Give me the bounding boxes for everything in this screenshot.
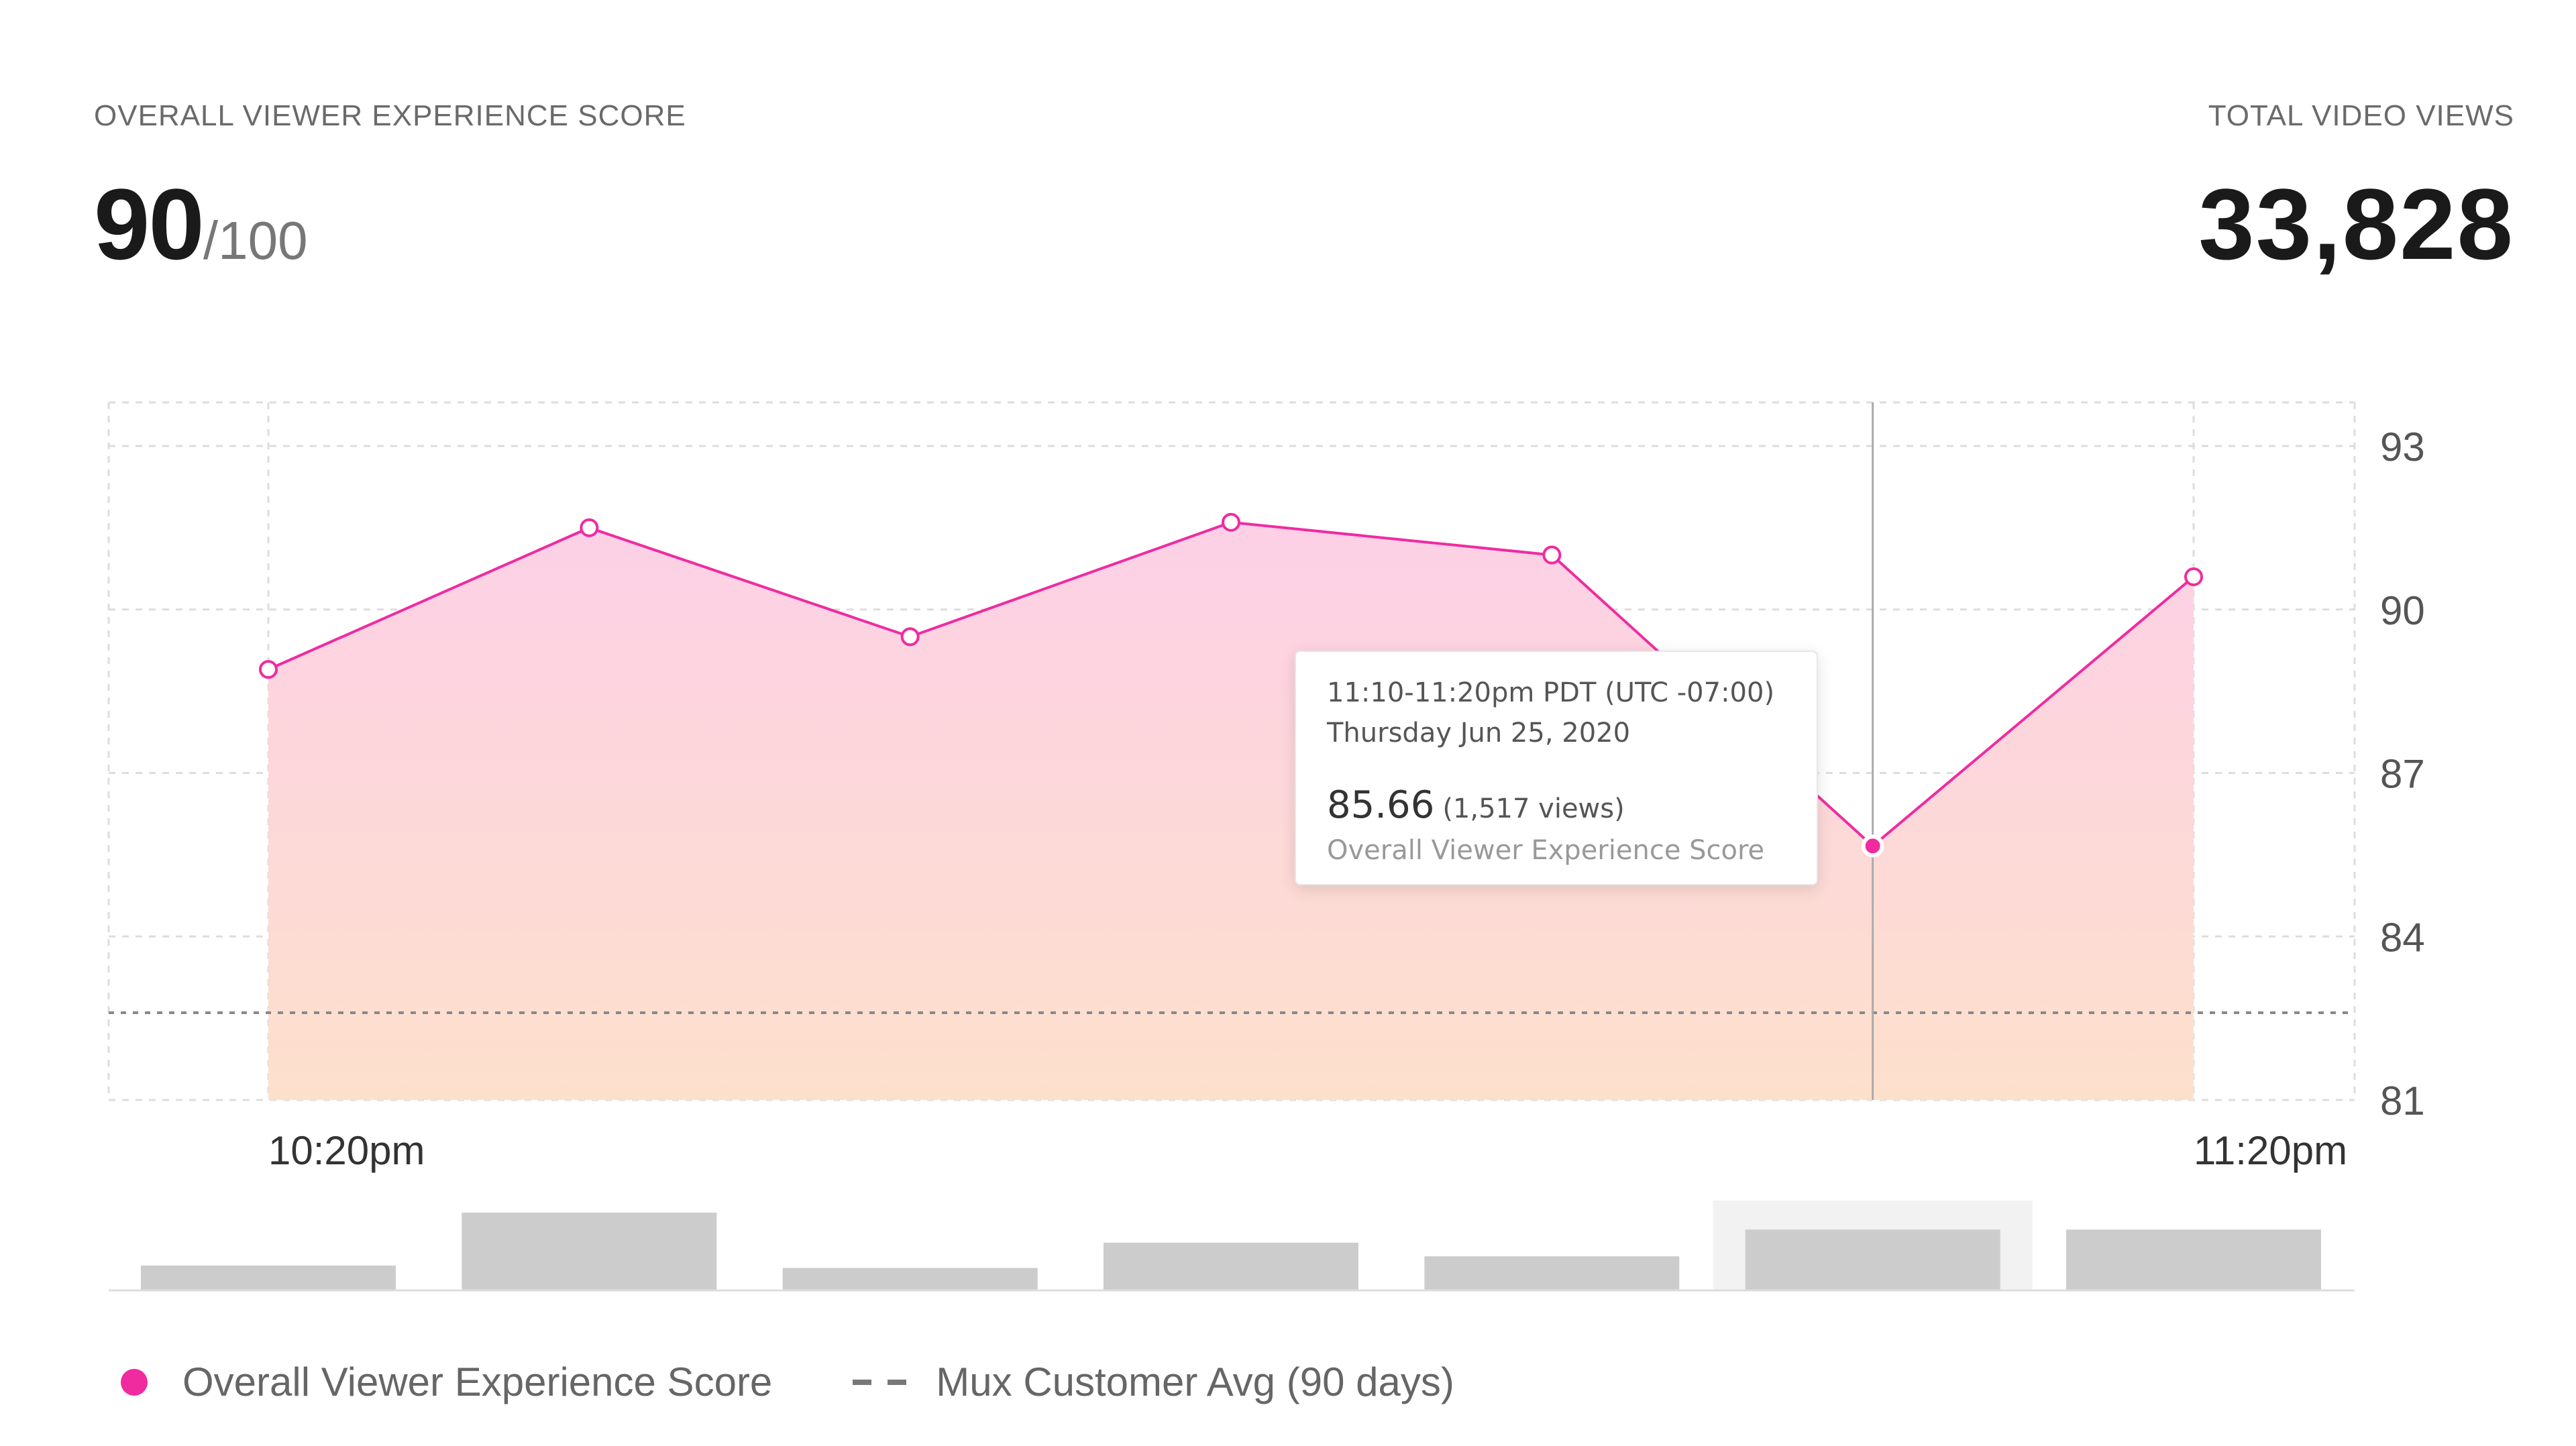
views-label: TOTAL VIDEO VIEWS <box>2208 99 2514 132</box>
views-bar <box>141 1265 396 1290</box>
views-bar <box>782 1268 1038 1290</box>
chart-legend: Overall Viewer Experience Score Mux Cust… <box>121 1359 1454 1405</box>
views-bar <box>1745 1229 2000 1290</box>
y-tick-label: 90 <box>2380 588 2425 633</box>
y-tick-label: 81 <box>2380 1078 2425 1123</box>
data-point[interactable] <box>580 518 599 537</box>
series-area <box>268 522 2194 1100</box>
data-point[interactable] <box>259 660 278 679</box>
tooltip-metric: Overall Viewer Experience Score <box>1327 835 1765 866</box>
legend-series-marker <box>121 1368 148 1396</box>
tooltip-date: Thursday Jun 25, 2020 <box>1327 718 1631 748</box>
legend-series-label[interactable]: Overall Viewer Experience Score <box>182 1359 773 1404</box>
views-value: 33,828 <box>2198 168 2514 280</box>
data-point[interactable] <box>1222 512 1240 532</box>
tooltip-value-row: 85.66 (1,517 views) <box>1327 783 1786 827</box>
views-bar <box>1424 1256 1680 1290</box>
data-point[interactable] <box>1542 545 1562 565</box>
score-max: /100 <box>203 211 308 270</box>
score-label: OVERALL VIEWER EXPERIENCE SCORE <box>94 99 686 132</box>
chart-tooltip: 11:10-11:20pm PDT (UTC -07:00) Thursday … <box>1295 651 1818 885</box>
y-tick-label: 93 <box>2380 425 2425 469</box>
views-bar <box>462 1213 717 1290</box>
data-point[interactable] <box>2184 567 2203 586</box>
views-bar <box>2066 1229 2321 1290</box>
x-tick-label: 10:20pm <box>268 1128 425 1173</box>
data-point[interactable] <box>1861 834 1884 858</box>
tooltip-views: (1,517 views) <box>1442 793 1625 824</box>
tooltip-value: 85.66 <box>1327 783 1435 827</box>
legend-reference-label[interactable]: Mux Customer Avg (90 days) <box>936 1359 1454 1404</box>
y-tick-label: 84 <box>2380 915 2425 960</box>
score-value: 90 <box>94 168 205 280</box>
x-tick-label: 11:20pm <box>2194 1128 2347 1173</box>
views-bar <box>1104 1242 1358 1290</box>
data-point[interactable] <box>900 627 920 647</box>
score-kpi: 90/100 <box>94 166 308 282</box>
tooltip-time-range: 11:10-11:20pm PDT (UTC -07:00) <box>1327 677 1775 708</box>
y-tick-label: 87 <box>2380 752 2425 797</box>
legend-reference-marker <box>853 1379 907 1385</box>
